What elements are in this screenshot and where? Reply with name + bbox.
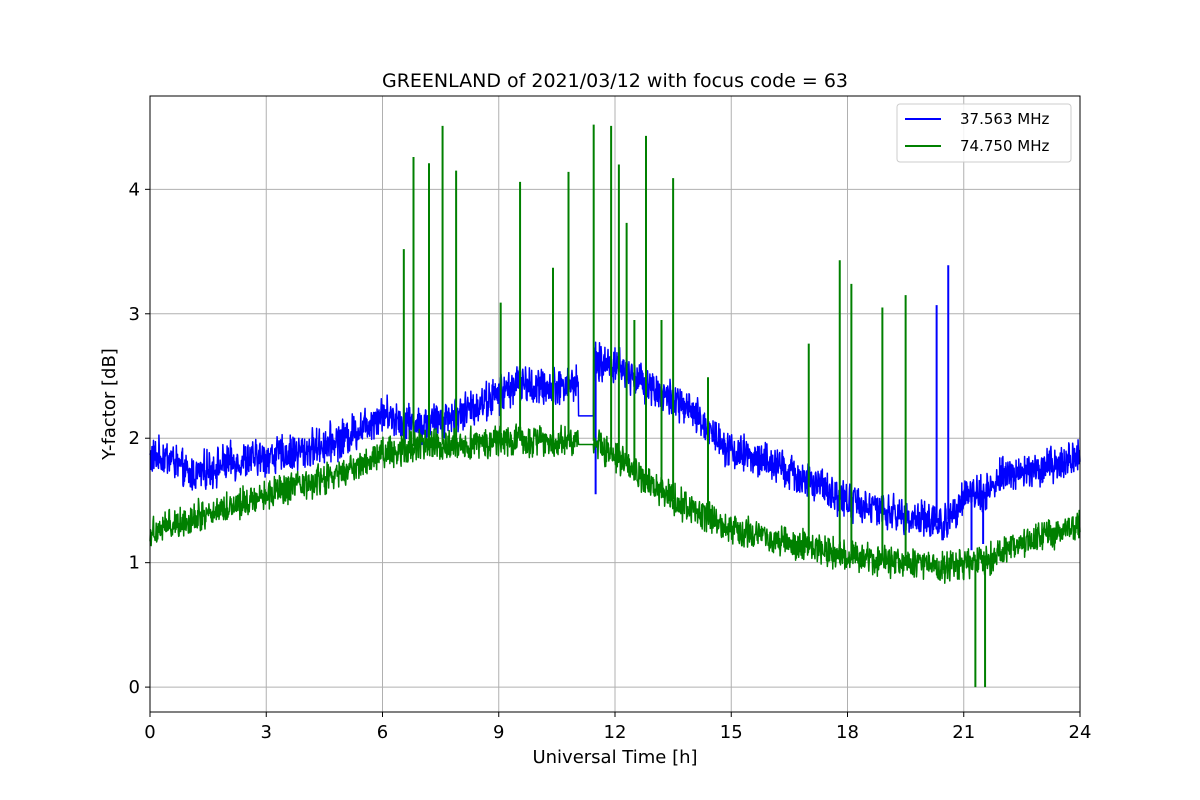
legend-label-37-563-mhz: 37.563 MHz xyxy=(960,110,1049,128)
y-tick-label: 0 xyxy=(129,677,140,698)
x-axis-label: Universal Time [h] xyxy=(532,747,697,768)
x-tick-label: 9 xyxy=(493,722,504,743)
x-tick-label: 15 xyxy=(720,722,743,743)
x-tick-label: 12 xyxy=(604,722,627,743)
x-tick-label: 24 xyxy=(1069,722,1092,743)
chart-title: GREENLAND of 2021/03/12 with focus code … xyxy=(382,70,848,92)
y-tick-label: 4 xyxy=(129,179,140,200)
series-line-37-563-mhz xyxy=(149,341,1081,541)
legend: 37.563 MHz 74.750 MHz xyxy=(896,103,1072,163)
x-tick-label: 6 xyxy=(377,722,388,743)
y-tick-label: 1 xyxy=(129,553,140,574)
y-tick-label: 3 xyxy=(129,304,140,325)
x-tick-label: 0 xyxy=(144,722,155,743)
series-line-74-750-mhz xyxy=(149,423,1081,584)
y-axis-label: Y-factor [dB] xyxy=(99,348,120,461)
legend-label-74-750-mhz: 74.750 MHz xyxy=(960,137,1049,155)
y-tick-label: 2 xyxy=(129,428,140,449)
x-tick-label: 3 xyxy=(261,722,272,743)
x-tick-label: 21 xyxy=(952,722,975,743)
x-tick-label: 18 xyxy=(836,722,859,743)
series-layer xyxy=(149,124,1081,688)
